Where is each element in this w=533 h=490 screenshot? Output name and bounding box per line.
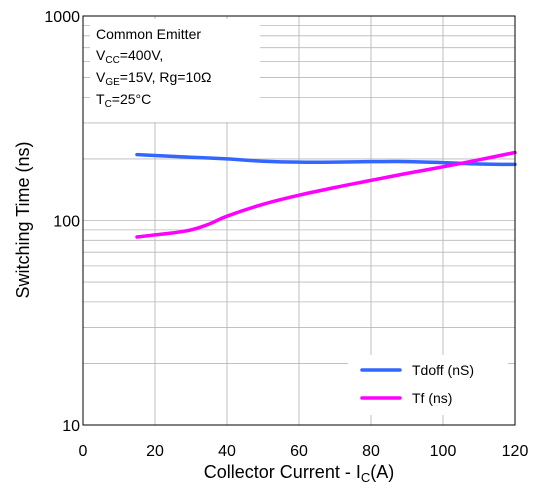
annotation-line-2: VCC=400V, <box>96 47 163 66</box>
y-axis-label: Switching Time (ns) <box>13 141 33 298</box>
x-tick-label: 100 <box>430 443 457 460</box>
series-line-tf <box>135 150 517 239</box>
annotation-line-1: Common Emitter <box>96 26 201 42</box>
legend-label-tdoff: Tdoff (nS) <box>412 362 474 378</box>
annotation-line-3: VGE=15V, Rg=10Ω <box>96 69 212 88</box>
annotation-box <box>90 19 260 122</box>
x-tick-labels: 0 20 40 60 80 100 120 <box>79 443 529 460</box>
x-tick-label: 20 <box>146 443 164 460</box>
y-tick-label: 10 <box>62 418 80 435</box>
x-tick-label: 120 <box>502 443 529 460</box>
y-tick-labels: 10 100 1000 <box>44 9 80 435</box>
x-tick-label: 40 <box>218 443 236 460</box>
annotation-line-4: TC=25°C <box>96 91 151 110</box>
x-axis-label: Collector Current - IC(A) <box>204 462 394 485</box>
x-tick-label: 0 <box>79 443 88 460</box>
plot-frame <box>82 15 516 426</box>
grid-lines <box>83 16 515 425</box>
x-tick-label: 80 <box>362 443 380 460</box>
x-tick-label: 60 <box>290 443 308 460</box>
y-tick-label: 1000 <box>44 9 80 26</box>
series-layer <box>135 150 517 239</box>
y-tick-label: 100 <box>53 214 80 231</box>
legend-label-tf: Tf (ns) <box>412 390 452 406</box>
legend-box <box>348 355 508 415</box>
series-line-tdoff <box>135 152 517 167</box>
